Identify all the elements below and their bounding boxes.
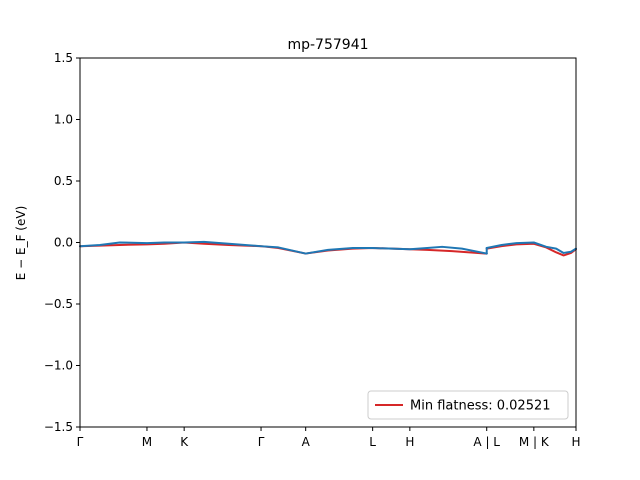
x-tick-label: M | K [519, 435, 550, 449]
y-tick-label: 0.5 [54, 174, 73, 188]
x-tick-label: M [142, 435, 152, 449]
y-tick-label: −1.5 [44, 420, 73, 434]
x-tick-label: H [571, 435, 580, 449]
y-axis-label: E − E_F (eV) [14, 206, 28, 281]
x-tick-label: H [405, 435, 414, 449]
x-tick-label: A | L [473, 435, 500, 449]
legend-box [367, 390, 569, 420]
plot-area [79, 240, 577, 257]
y-axis: −1.5 −1.0 −0.5 0.0 0.5 1.0 1.5 [44, 51, 80, 434]
x-tick-label: Γ [258, 435, 265, 449]
y-tick-label: 1.5 [54, 51, 73, 65]
x-tick-label: Γ [77, 435, 84, 449]
chart-title: mp-757941 [287, 37, 368, 53]
band-line [79, 240, 488, 255]
y-tick-label: 0.0 [54, 236, 73, 250]
legend: Min flatness: 0.02521 [367, 390, 569, 420]
x-tick-label: K [180, 435, 189, 449]
y-tick-label: 1.0 [54, 113, 73, 127]
x-axis: Γ M K Γ A L H A | L M | K H [77, 427, 581, 449]
plot-frame [79, 57, 577, 428]
legend-label: Min flatness: 0.02521 [410, 399, 551, 414]
band-line [485, 241, 577, 254]
x-tick-label: L [369, 435, 376, 449]
y-tick-label: −1.0 [44, 359, 73, 373]
y-tick-label: −0.5 [44, 297, 73, 311]
x-tick-label: A [302, 435, 311, 449]
